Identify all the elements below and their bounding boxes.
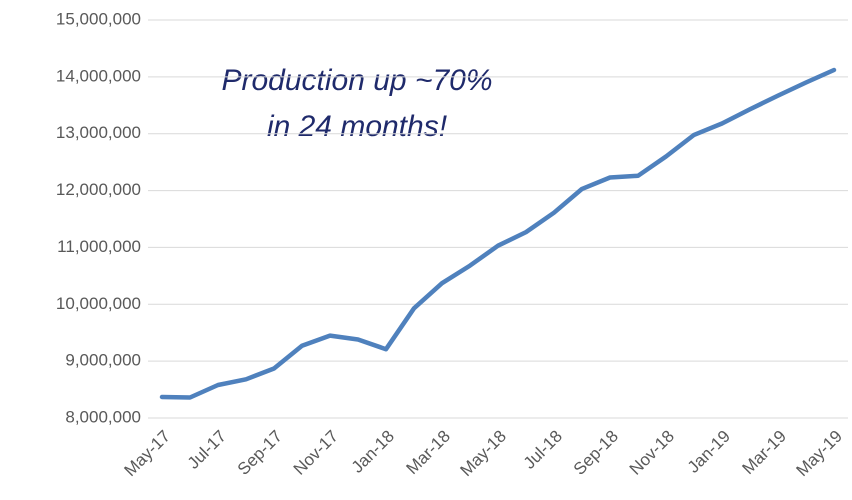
x-tick-label: Sep-17 [234,427,286,479]
x-tick-label: Nov-18 [626,427,678,479]
x-tick-label: Jul-18 [520,427,566,473]
y-tick-label: 11,000,000 [57,237,141,256]
y-tick-label: 10,000,000 [56,294,141,313]
x-tick-label: Jul-17 [184,427,230,473]
x-tick-label: May-17 [120,427,174,481]
x-tick-label: May-19 [792,427,846,481]
y-tick-label: 8,000,000 [65,407,141,426]
line [159,67,837,400]
y-tick-label: 9,000,000 [65,351,141,370]
x-tick-label: May-18 [456,427,510,481]
annotation: Production up ~70% [221,64,492,97]
x-tick-label: Mar-18 [402,427,454,479]
y-tick-label: 13,000,000 [56,123,141,142]
y-tick-label: 12,000,000 [56,180,141,199]
y-tick-label: 15,000,000 [56,9,141,28]
x-tick-label: Jan-19 [684,427,734,477]
x-tick-label: Jan-18 [348,427,398,477]
x-tick-label: Nov-17 [290,427,342,479]
annotation: in 24 months! [267,110,448,143]
x-tick-label: Mar-19 [738,427,790,479]
x-tick-label: Sep-18 [570,427,622,479]
y-tick-label: 14,000,000 [56,66,141,85]
